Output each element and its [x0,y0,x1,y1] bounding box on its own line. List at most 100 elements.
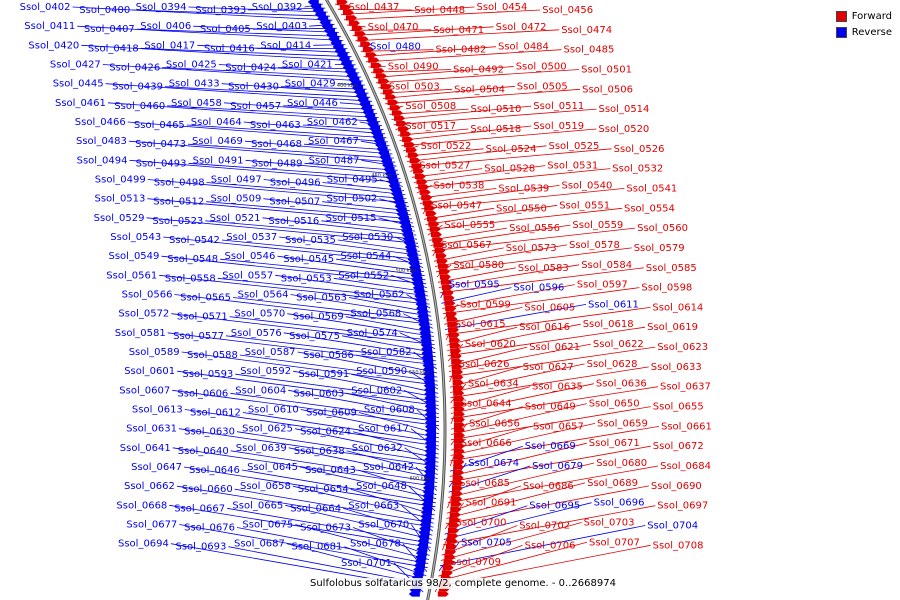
gene-label: Ssol_0694 [118,539,169,550]
gene-feature [428,221,440,227]
leader-line [243,121,386,135]
gene-label: Ssol_0392 [252,2,303,13]
leader-line [393,108,597,126]
gene-feature [402,236,414,242]
gene-label: Ssol_0602 [351,385,402,396]
leader-line [277,255,425,277]
gene-feature [411,277,423,283]
gene-label: Ssol_0530 [342,232,393,243]
scale-label: 400 kbp [337,83,357,89]
gene-feature [453,438,465,444]
gene-label: Ssol_0663 [348,500,399,511]
gene-label: Ssol_0482 [436,45,487,56]
gene-label: Ssol_0660 [182,484,233,495]
gene-label: Ssol_0471 [433,25,484,36]
leader-line [217,277,429,301]
gene-label: Ssol_0426 [109,63,160,74]
leader-line [421,188,625,210]
gene-label: Ssol_0551 [559,200,610,211]
gene-feature [449,342,461,349]
gene-label: Ssol_0514 [599,104,650,115]
gene-label: Ssol_0489 [252,158,303,169]
leader-line [448,462,595,498]
leader-line [303,143,392,151]
gene-label: Ssol_0525 [549,141,600,152]
gene-feature [445,549,457,555]
gene-feature [405,248,417,254]
leader-line [234,488,434,524]
leader-line [229,316,435,341]
gene-feature [441,284,453,291]
gene-label: Ssol_0614 [652,302,703,313]
scale-label: 550 kbp [409,370,429,376]
leader-line [77,25,344,41]
gene-label: Ssol_0664 [290,503,341,514]
gene-label: Ssol_0579 [634,243,685,254]
gene-label: Ssol_0494 [77,155,128,166]
gene-feature [388,183,400,189]
gene-label: Ssol_0563 [296,293,347,304]
gene-feature [407,256,419,262]
gene-feature [440,279,452,285]
gene-feature [393,199,405,205]
leader-line [445,485,649,525]
leader-line [220,258,426,281]
gene-feature [351,25,363,32]
gene-label: Ssol_0555 [444,220,495,231]
gene-feature [447,321,459,328]
gene-feature [389,105,401,111]
gene-feature [416,309,428,315]
leader-line [221,239,422,260]
leader-line [223,102,378,114]
gene-label: Ssol_0528 [484,164,535,175]
leader-line [241,469,436,504]
gene-feature [422,200,434,206]
gene-feature [421,354,433,360]
gene-label: Ssol_0588 [187,350,238,361]
leader-line [437,267,516,283]
gene-feature [360,105,372,111]
leader-line [206,201,413,220]
gene-label: Ssol_0646 [189,465,240,476]
gene-label: Ssol_0650 [589,399,640,410]
gene-feature [400,131,412,137]
gene-label: Ssol_0561 [106,270,157,281]
gene-label: Ssol_0517 [405,121,456,132]
leader-line [221,83,369,94]
gene-feature [419,189,431,195]
leader-line [285,504,432,540]
gene-feature [378,78,390,84]
gene-label: Ssol_0605 [524,302,575,313]
gene-label: Ssol_0559 [572,220,623,231]
leader-line [439,525,646,567]
leader-line [437,541,588,582]
gene-label: Ssol_0567 [441,240,492,251]
gene-label: Ssol_0619 [647,322,698,333]
leader-line [178,428,439,467]
gene-feature [353,89,365,95]
leader-line [279,236,421,256]
gene-feature [452,374,464,380]
gene-label: Ssol_0564 [238,290,289,301]
gene-label: Ssol_0421 [282,60,333,71]
gene-label: Ssol_0616 [519,322,570,333]
gene-feature [422,362,434,368]
gene-feature [422,366,434,373]
legend-forward-label: Forward [851,10,892,22]
gene-label: Ssol_0515 [326,213,377,224]
gene-label: Ssol_0483 [76,136,127,147]
gene-feature [414,562,426,569]
forward-label-lines [334,3,660,593]
gene-feature [405,147,417,153]
gene-feature [401,232,413,238]
gene-feature [451,358,463,365]
gene-label: Ssol_0677 [126,520,177,531]
gene-label: Ssol_0684 [660,461,711,472]
gene-feature [432,237,444,243]
leader-line [225,335,437,362]
leader-line [449,442,587,477]
gene-label: Ssol_0585 [646,263,697,274]
gene-label: Ssol_0560 [637,223,688,234]
gene-label: Ssol_0589 [129,347,180,358]
gene-feature [415,301,427,307]
